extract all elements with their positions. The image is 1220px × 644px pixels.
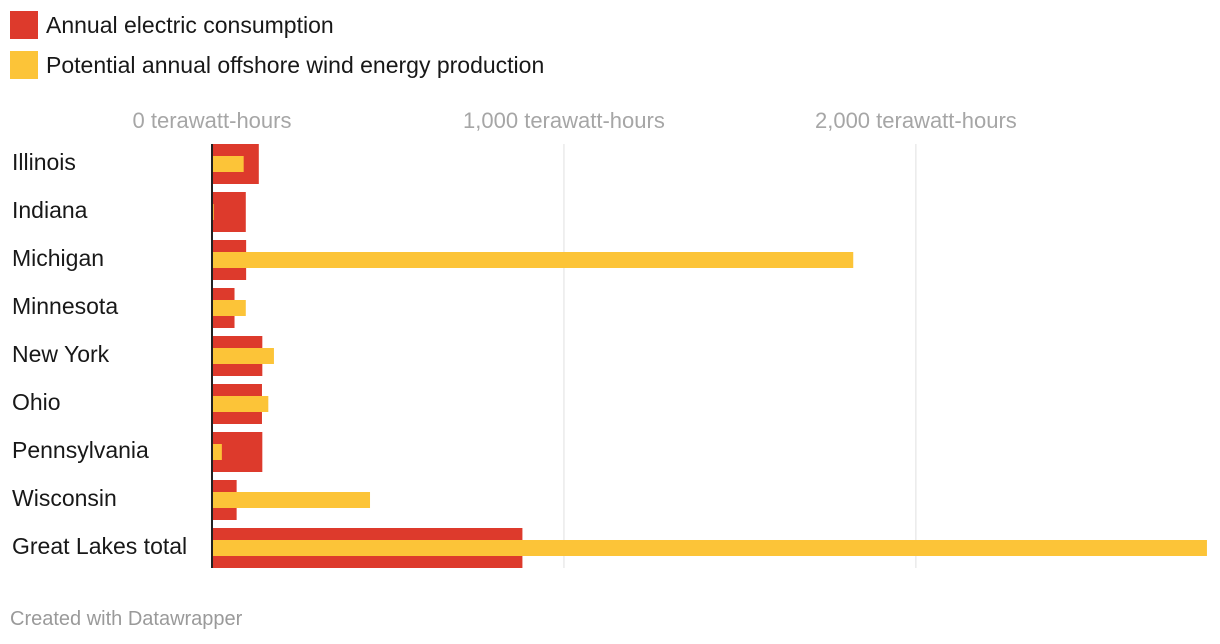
category-label-6: Pennsylvania — [12, 437, 149, 463]
bar-consumption-1 — [212, 192, 246, 232]
x-tick-label-0: 0 terawatt-hours — [133, 108, 292, 133]
bar-wind-5 — [212, 396, 269, 412]
category-label-8: Great Lakes total — [12, 533, 187, 559]
category-label-0: Illinois — [12, 149, 76, 175]
category-label-5: Ohio — [12, 389, 61, 415]
legend: Annual electric consumption Potential an… — [10, 10, 544, 90]
legend-label-consumption: Annual electric consumption — [46, 11, 334, 38]
category-label-4: New York — [12, 341, 110, 367]
legend-label-wind: Potential annual offshore wind energy pr… — [46, 51, 545, 78]
category-label-3: Minnesota — [12, 293, 118, 319]
bar-wind-2 — [212, 252, 854, 268]
bar-wind-0 — [212, 156, 244, 172]
category-label-1: Indiana — [12, 197, 88, 223]
legend-item-wind: Potential annual offshore wind energy pr… — [10, 50, 544, 80]
bar-wind-8 — [212, 540, 1207, 556]
category-label-2: Michigan — [12, 245, 104, 271]
x-tick-label-2: 2,000 terawatt-hours — [815, 108, 1017, 133]
bar-wind-7 — [212, 492, 371, 508]
category-label-7: Wisconsin — [12, 485, 117, 511]
footer-credit: Created with Datawrapper — [10, 608, 243, 630]
legend-swatch-consumption — [10, 11, 38, 39]
x-tick-label-1: 1,000 terawatt-hours — [463, 108, 665, 133]
bar-wind-4 — [212, 348, 274, 364]
legend-swatch-wind — [10, 51, 38, 79]
legend-item-consumption: Annual electric consumption — [10, 10, 544, 40]
bar-wind-6 — [212, 444, 222, 460]
bar-wind-3 — [212, 300, 246, 316]
